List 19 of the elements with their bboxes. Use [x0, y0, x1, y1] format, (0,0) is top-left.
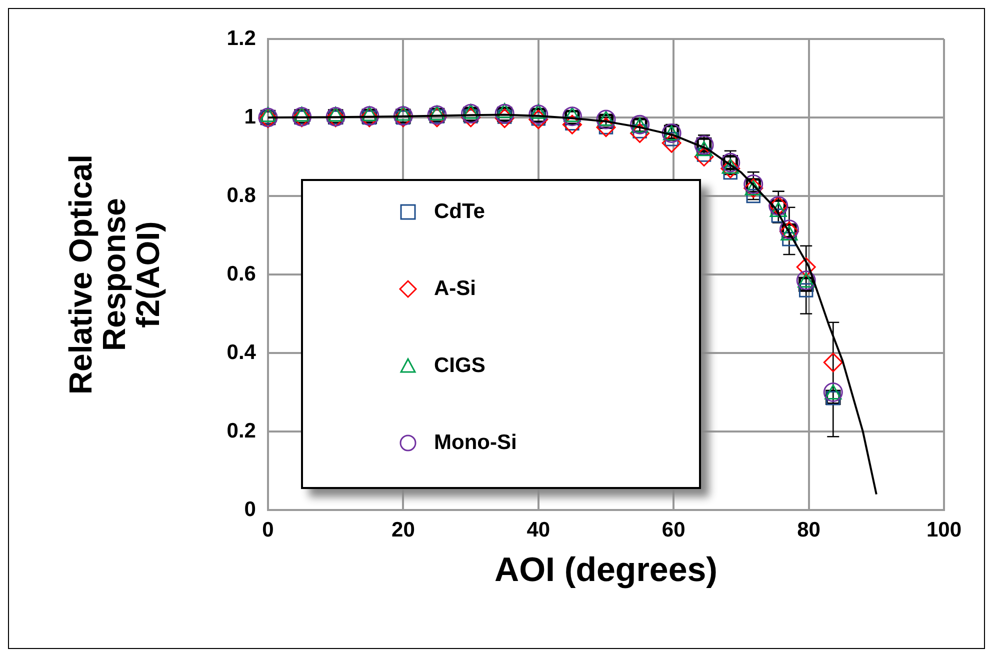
x-tick-label: 0: [262, 518, 274, 542]
x-tick-label: 20: [392, 518, 415, 542]
legend-label: A-Si: [434, 276, 476, 300]
y-tick-label: 1.2: [226, 26, 256, 50]
y-tick-label: 0.6: [226, 262, 256, 286]
x-tick-label: 40: [526, 518, 550, 542]
x-tick-label: 80: [797, 518, 820, 542]
y-tick-label: 0: [244, 498, 256, 521]
y-tick-label: 0.8: [226, 184, 256, 207]
y-tick-label: 0.4: [226, 340, 256, 364]
x-tick-label: 60: [662, 518, 686, 542]
x-axis-title: AOI (degrees): [494, 550, 718, 589]
legend-label: CIGS: [434, 354, 486, 378]
x-tick-label: 100: [926, 518, 962, 542]
legend-label: Mono-Si: [434, 430, 517, 454]
y-tick-label: 1: [244, 105, 256, 128]
legend-label: CdTe: [434, 200, 485, 224]
y-axis-title: Relative Optical Response f2(AOI): [62, 154, 166, 395]
y-tick-label: 0.2: [226, 419, 256, 442]
